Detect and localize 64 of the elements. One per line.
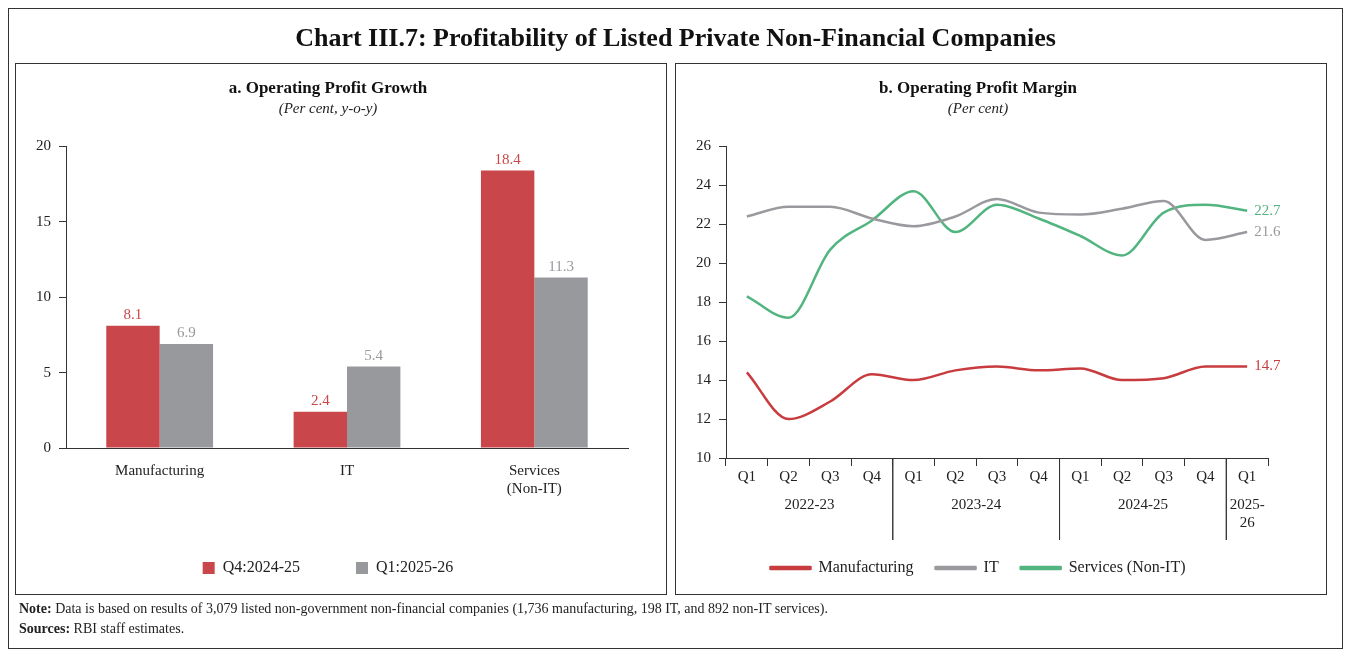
y-tick-label: 22 xyxy=(696,215,711,232)
x-tick-label: Services (Non-IT) xyxy=(506,461,562,497)
x-tick-label: Q3 xyxy=(821,467,840,484)
data-label: 8.1 xyxy=(123,306,143,323)
x-tick-label: Q3 xyxy=(987,467,1007,484)
data-label: 22.7 xyxy=(1254,201,1281,218)
x-tick-label: Q2 xyxy=(1112,467,1132,484)
data-label: 14.7 xyxy=(1254,357,1281,374)
text: 2024-25 xyxy=(1117,496,1168,513)
data-label: 18.4 xyxy=(494,150,522,167)
y-tick-label: 14 xyxy=(696,371,712,388)
y-tick-label: 0 xyxy=(43,438,51,455)
x-tick-label: Q4 xyxy=(1029,467,1049,484)
y-tick-label: 5 xyxy=(43,363,51,380)
line-series xyxy=(745,197,1249,242)
y-tick-label: 26 xyxy=(696,137,712,154)
x-tick-label: Q2 xyxy=(779,467,798,484)
chart-title: b. Operating Profit Margin xyxy=(879,77,1078,97)
y-tick-label: 20 xyxy=(36,137,51,154)
text: 2025-26 xyxy=(1229,496,1265,531)
data-label: 6.9 xyxy=(176,324,196,341)
y-tick-label: 18 xyxy=(696,293,711,310)
bar xyxy=(347,366,401,448)
y-tick-label: 10 xyxy=(36,288,51,305)
x-tick-label: Q1 xyxy=(1071,467,1090,484)
data-label: 21.6 xyxy=(1254,223,1281,240)
y-tick-label: 10 xyxy=(696,448,711,465)
x-tick-label: Manufacturing xyxy=(115,461,205,478)
text: Chart III.7: Profitability of Listed Private Non-Financial Companies xyxy=(294,23,1057,53)
source-note: Sources: RBI staff estimates. xyxy=(19,621,185,636)
legend-label: IT xyxy=(983,558,999,576)
bar xyxy=(480,170,535,448)
y-tick-label: 15 xyxy=(36,212,51,229)
bar xyxy=(293,411,347,448)
x-tick-label: Q2 xyxy=(946,467,965,484)
chart-title: a. Operating Profit Growth xyxy=(228,77,428,97)
x-tick-label: Q4 xyxy=(862,467,882,484)
y-tick-label: 24 xyxy=(696,176,712,193)
x-tick-label: Q1 xyxy=(737,467,757,484)
y-tick-label: 12 xyxy=(696,409,711,426)
legend-label: Services (Non-IT) xyxy=(1068,558,1186,577)
x-tick-label: Q1 xyxy=(904,467,923,484)
x-tick-label: Q3 xyxy=(1154,467,1173,484)
chart-subtitle: (Per cent, y-o-y) xyxy=(278,100,378,118)
text: Note: Data is based on results of 3,079 listed non-government non-financial companies (1,736 manufacturing, 198 IT, and 892 non-IT services). xyxy=(19,601,828,616)
data-label: 2.4 xyxy=(310,392,331,409)
legend-label: Q1:2025-26 xyxy=(376,558,454,576)
y-tick-label: 16 xyxy=(696,332,712,349)
x-tick-label: Q4 xyxy=(1196,467,1216,484)
legend-label: Manufacturing xyxy=(818,558,914,577)
text: 2023-24 xyxy=(951,496,1002,513)
bar xyxy=(159,343,214,448)
x-tick-label: IT xyxy=(339,461,355,478)
data-label: 5.4 xyxy=(364,347,384,364)
x-tick-label: Q1 xyxy=(1237,467,1257,484)
y-tick-label: 20 xyxy=(696,254,711,271)
bar xyxy=(106,325,160,448)
data-label: 11.3 xyxy=(548,258,574,275)
line-series xyxy=(745,365,1249,421)
text: 2022-23 xyxy=(784,496,835,513)
legend-label: Q4:2024-25 xyxy=(222,558,300,576)
line-series xyxy=(745,189,1249,320)
bar xyxy=(534,277,588,448)
chart-subtitle: (Per cent) xyxy=(947,100,1009,118)
